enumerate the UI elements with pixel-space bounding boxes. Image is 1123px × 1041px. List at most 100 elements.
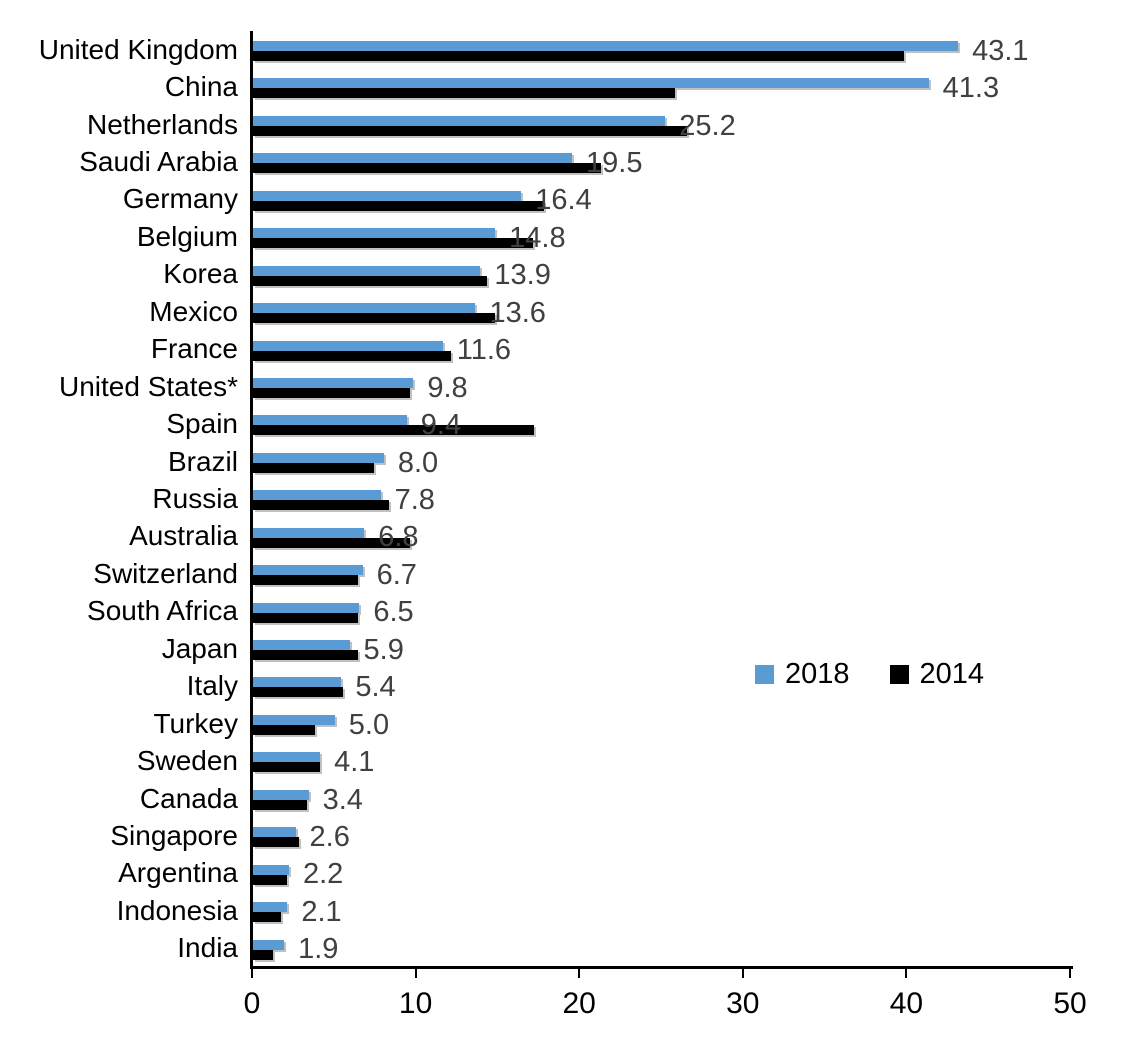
legend: 2018 2014: [755, 660, 984, 689]
bar-2018-italy: [253, 677, 342, 688]
value-label-switzerland: 6.7: [376, 558, 417, 591]
bar-2014-spain: [253, 425, 535, 436]
bar-2018-china: [253, 78, 929, 89]
bar-2014-netherlands: [253, 125, 687, 136]
bar-2014-germany: [253, 200, 545, 211]
x-axis-tick-label-10: 10: [398, 987, 433, 1020]
bar-2014-canada: [253, 799, 307, 810]
bar-2014-united-kingdom: [253, 51, 905, 61]
bar-2018-argentina: [253, 864, 289, 875]
bar-2014-sweden: [253, 762, 321, 773]
bar-2014-belgium: [253, 238, 533, 249]
x-axis-tick-label-20: 20: [562, 987, 596, 1020]
value-label-spain: 9.4: [420, 409, 462, 442]
category-label-brazil: Brazil: [167, 445, 238, 477]
bar-2014-japan: [253, 650, 358, 661]
legend-item-2014: 2014: [889, 658, 985, 690]
category-label-argentina: Argentina: [118, 857, 238, 889]
x-axis-tick-label-0: 0: [243, 987, 261, 1020]
bar-2018-australia: [253, 527, 365, 538]
bar-2014-china: [253, 88, 676, 99]
category-label-netherlands: Netherlands: [87, 108, 238, 140]
bar-2014-turkey: [253, 724, 316, 735]
value-label-japan: 5.9: [363, 633, 404, 666]
bar-2018-russia: [253, 490, 381, 501]
category-label-korea: Korea: [163, 258, 238, 290]
value-label-india: 1.9: [298, 933, 339, 966]
x-axis-tick-40: [905, 969, 908, 978]
x-axis-tick-0: [251, 969, 253, 978]
bar-2018-india: [253, 939, 285, 950]
value-label-canada: 3.4: [322, 783, 363, 816]
category-label-france: France: [150, 333, 238, 365]
value-label-netherlands: 25.2: [679, 109, 736, 142]
legend-swatch-2018: [755, 665, 774, 684]
category-label-germany: Germany: [122, 183, 238, 215]
category-label-japan: Japan: [161, 632, 238, 664]
value-label-argentina: 2.2: [302, 858, 344, 891]
bar-2018-south-africa: [253, 602, 360, 613]
bar-2018-united-states: [253, 377, 414, 388]
bar-2014-brazil: [253, 462, 375, 473]
category-label-united-states: United States*: [59, 370, 238, 402]
legend-label-2014: 2014: [919, 658, 985, 690]
bar-2018-canada: [253, 789, 309, 800]
bar-2018-korea: [253, 265, 481, 276]
x-axis-tick-label-50: 50: [1053, 987, 1087, 1020]
category-label-singapore: Singapore: [110, 819, 238, 851]
category-label-spain: Spain: [166, 408, 238, 440]
category-label-switzerland: Switzerland: [93, 557, 238, 589]
x-axis-tick-50: [1069, 969, 1071, 978]
bar-2018-mexico: [253, 303, 476, 314]
category-label-turkey: Turkey: [153, 707, 238, 739]
bar-2018-united-kingdom: [253, 41, 959, 51]
value-label-south-africa: 6.5: [373, 596, 414, 629]
bar-2018-belgium: [253, 228, 496, 239]
category-label-mexico: Mexico: [149, 295, 238, 327]
bar-2014-india: [253, 949, 273, 960]
x-axis-tick-label-30: 30: [726, 987, 760, 1020]
value-label-korea: 13.9: [494, 259, 551, 292]
category-label-united-kingdom: United Kingdom: [38, 33, 238, 65]
bar-2018-japan: [253, 640, 350, 651]
bar-2014-switzerland: [253, 575, 358, 586]
category-label-canada: Canada: [139, 782, 238, 814]
bar-2018-indonesia: [253, 902, 288, 913]
value-label-singapore: 2.6: [309, 820, 350, 853]
category-label-saudi-arabia: Saudi Arabia: [79, 146, 238, 178]
value-label-brazil: 8.0: [397, 446, 439, 479]
bar-2014-united-states: [253, 387, 411, 398]
bar-2014-france: [253, 350, 451, 361]
value-label-saudi-arabia: 19.5: [586, 147, 643, 180]
value-label-mexico: 13.6: [489, 296, 546, 329]
bar-2014-mexico: [253, 313, 496, 324]
bar-2018-turkey: [253, 714, 335, 725]
x-axis-line: [250, 966, 1073, 969]
bar-2014-korea: [253, 275, 487, 286]
bar-2018-spain: [253, 415, 407, 426]
value-label-indonesia: 2.1: [301, 895, 342, 928]
category-label-australia: Australia: [129, 520, 238, 552]
value-label-united-states: 9.8: [427, 371, 468, 404]
bar-2014-italy: [253, 687, 343, 698]
bar-2014-russia: [253, 500, 389, 511]
legend-swatch-2014: [889, 665, 909, 684]
value-label-sweden: 4.1: [334, 746, 375, 779]
bar-2018-sweden: [253, 752, 321, 763]
bar-2018-singapore: [253, 827, 296, 838]
value-label-china: 41.3: [942, 72, 1000, 105]
value-label-belgium: 14.8: [509, 221, 566, 254]
category-label-sweden: Sweden: [136, 745, 238, 777]
bar-2018-germany: [253, 190, 522, 201]
bar-2014-singapore: [253, 837, 299, 848]
y-axis-line: [250, 31, 253, 969]
category-label-china: China: [164, 71, 238, 103]
category-label-india: India: [177, 932, 238, 964]
value-label-australia: 6.8: [378, 521, 419, 554]
value-label-france: 11.6: [456, 334, 512, 367]
x-axis-tick-10: [414, 969, 417, 978]
value-label-russia: 7.8: [394, 484, 435, 516]
category-label-belgium: Belgium: [136, 220, 238, 252]
x-axis-tick-label-40: 40: [889, 987, 924, 1020]
